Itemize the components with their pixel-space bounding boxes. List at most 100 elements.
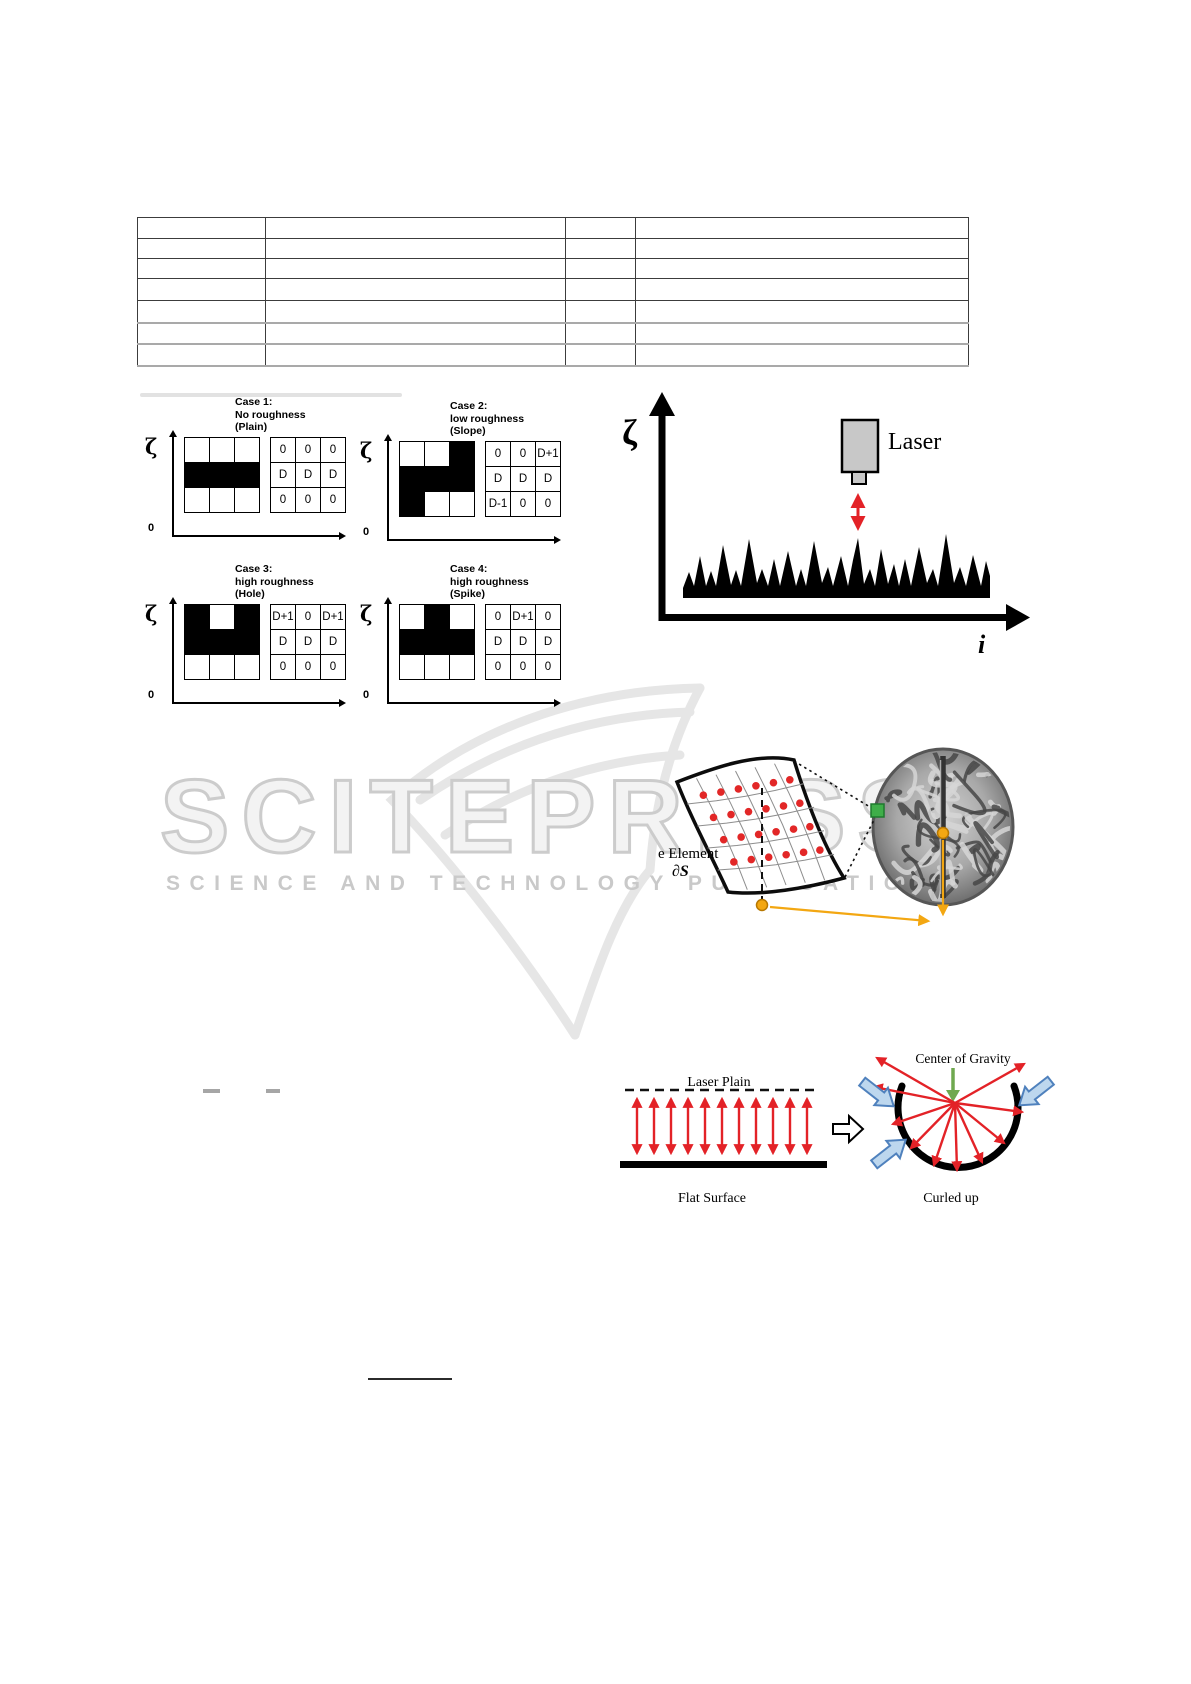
table-row <box>137 300 969 324</box>
matrix-cell: D+1 <box>321 605 346 630</box>
element-point <box>755 898 769 912</box>
matrix-cell: D+1 <box>536 442 561 467</box>
equation-fragment-1 <box>203 1089 220 1093</box>
grid-cell <box>235 655 260 680</box>
table-cell <box>265 238 566 259</box>
flat-surface-bar <box>620 1161 827 1168</box>
i-axis <box>172 532 346 539</box>
surface-grid <box>399 441 475 517</box>
mesh-node <box>754 830 763 839</box>
radiating-laser-arrows <box>871 1056 1026 1173</box>
mesh-gridlines <box>687 763 835 890</box>
height-matrix: D+1 0 D+1 D D D 0 0 0 <box>270 604 346 680</box>
mesh-node <box>737 833 745 841</box>
table-row <box>137 278 969 301</box>
table-cell <box>565 217 636 239</box>
origin-label: 0 <box>148 689 155 701</box>
matrix-cell: 0 <box>271 488 296 513</box>
height-matrix: 0 0 D+1 D D D D-1 0 0 <box>485 441 561 517</box>
case-title: Case 1: No roughness (Plain) <box>235 396 306 434</box>
brain-texture-stroke <box>991 804 1010 840</box>
laser-nozzle <box>851 471 867 485</box>
matrix-cell: 0 <box>296 438 321 463</box>
mesh-nodes <box>699 775 824 866</box>
matrix-cell: D <box>296 463 321 488</box>
surface-grid <box>184 604 260 680</box>
table-cell <box>137 278 266 301</box>
grid-cell <box>210 605 235 630</box>
matrix-cell: D+1 <box>271 605 296 630</box>
mesh-node <box>816 846 824 854</box>
flat-vs-curled-figure: Laser Plain Flat Surface Center of Gravi… <box>620 1051 1059 1206</box>
brain-texture-stroke <box>973 821 999 860</box>
laser-plain-label: Laser Plain <box>687 1075 750 1090</box>
table-row <box>137 258 969 279</box>
table-cell <box>565 258 636 279</box>
flat-surface-label: Flat Surface <box>678 1191 746 1206</box>
table-cell <box>635 278 969 301</box>
matrix-cell: D <box>536 630 561 655</box>
mesh-node <box>764 853 773 861</box>
mesh-node <box>772 827 780 836</box>
grid-cell <box>210 438 235 463</box>
mesh-gridline <box>687 783 805 805</box>
matrix-cell: D <box>511 630 536 655</box>
mesh-node <box>762 804 770 813</box>
origin-label: 0 <box>148 522 155 534</box>
grid-cell <box>185 605 210 630</box>
mesh-element <box>674 756 847 895</box>
brain-texture-stroke <box>972 850 1000 886</box>
matrix-cell: 0 <box>486 442 511 467</box>
case-title-line3: (Plain) <box>235 421 268 433</box>
matrix-cell: 0 <box>511 492 536 517</box>
grid-cell <box>210 463 235 488</box>
table-cell <box>137 343 266 367</box>
brain-texture-stroke <box>915 822 941 853</box>
origin-label: 0 <box>363 526 370 538</box>
matrix-cell: D <box>296 630 321 655</box>
matrix-cell: D <box>486 630 511 655</box>
gravity-arrowhead <box>946 1090 960 1102</box>
case-title-line2: high roughness <box>450 575 529 588</box>
table-cell <box>137 322 266 345</box>
zoom-connector-top <box>793 760 871 808</box>
brain-texture-stroke <box>930 863 963 883</box>
zeta-axis <box>169 597 176 702</box>
case-diagram: Case 4: high roughness (Spike) ζ 0 0 D+1 0… <box>355 563 580 715</box>
origin-label: 0 <box>363 689 370 701</box>
table-cell <box>137 217 266 239</box>
curled-surface-arc <box>894 1082 1022 1171</box>
mesh-node <box>717 788 725 796</box>
brain-texture-stroke <box>916 785 950 814</box>
grid-cell <box>185 438 210 463</box>
mesh-gridline <box>774 763 826 881</box>
table-row <box>137 343 969 367</box>
table-cell <box>635 300 969 324</box>
grid-cell <box>235 605 260 630</box>
case-diagram: Case 2: low roughness (Slope) ζ 0 0 0 D+1 D… <box>355 400 580 552</box>
matrix-cell: 0 <box>486 605 511 630</box>
mesh-node <box>709 813 718 822</box>
brain-texture-stroke <box>988 826 1010 856</box>
mesh-node <box>786 775 794 784</box>
implies-arrow <box>832 1113 865 1145</box>
mesh-node <box>727 810 735 819</box>
table-row <box>137 238 969 259</box>
table-row <box>137 322 969 345</box>
mesh-node <box>769 778 778 787</box>
table-cell <box>565 238 636 259</box>
brain-texture-stroke <box>891 763 918 802</box>
table-cell <box>565 300 636 324</box>
zoom-connector-bottom <box>844 817 876 878</box>
table-cell <box>265 278 566 301</box>
table-cell <box>265 322 566 345</box>
radiating-laser-arrow <box>875 1056 956 1105</box>
element-label: e Element <box>658 846 719 862</box>
table-cell <box>265 217 566 239</box>
table-cell <box>635 258 969 279</box>
case-title: Case 4: high roughness (Spike) <box>450 563 529 601</box>
zeta-axis <box>384 434 391 539</box>
mesh-node <box>796 799 804 808</box>
